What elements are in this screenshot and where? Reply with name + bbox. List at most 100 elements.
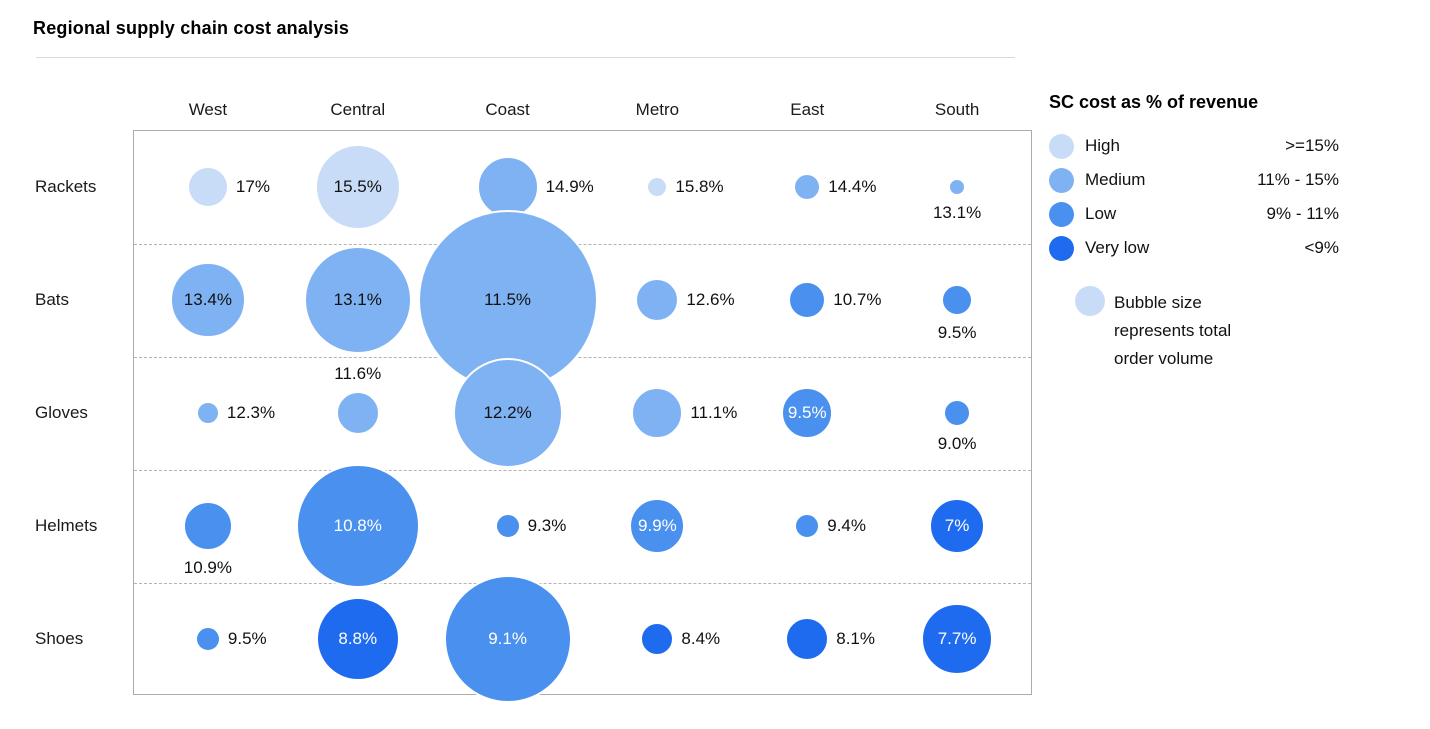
row-divider: [134, 357, 1031, 358]
legend-item-range: <9%: [1304, 238, 1340, 257]
bubble-value-label: 7%: [944, 515, 970, 535]
bubble-gloves-central[interactable]: [335, 390, 380, 435]
bubble-value-label: 8.1%: [836, 628, 875, 648]
page-title: Regional supply chain cost analysis: [33, 18, 350, 38]
bubble-value-label: 11.1%: [690, 402, 738, 422]
bubble-value-label: 13.4%: [183, 289, 233, 309]
bubble-value-label: 10.9%: [183, 557, 233, 577]
bubble-shoes-east[interactable]: [785, 616, 830, 661]
bubble-value-label: 13.1%: [333, 289, 382, 309]
bubble-value-label: 9.5%: [787, 402, 827, 422]
bubble-value-label: 9.5%: [937, 322, 977, 342]
bubble-helmets-south[interactable]: [929, 497, 986, 554]
bubble-value-label: 9.5%: [227, 628, 267, 648]
bubble-gloves-metro[interactable]: [631, 386, 684, 439]
bubble-gloves-east[interactable]: [781, 386, 834, 439]
title-divider: [36, 57, 1015, 58]
legend: SC cost as % of revenue High >=15% Medium 1…: [1049, 92, 1339, 373]
bubble-helmets-west[interactable]: [182, 500, 233, 551]
bubble-rackets-south[interactable]: [948, 177, 967, 196]
legend-item-medium: Medium 11% - 15%: [1049, 163, 1339, 197]
legend-item-range: >=15%: [1285, 136, 1339, 155]
bubble-value-label: 12.3%: [226, 402, 276, 422]
bubble-value-label: 9.9%: [638, 515, 677, 535]
bubble-value-label: 7.7%: [937, 628, 977, 648]
legend-item-label: Medium: [1085, 170, 1146, 189]
bubble-value-label: 8.8%: [338, 628, 378, 648]
bubble-shoes-central[interactable]: [315, 596, 400, 681]
legend-swatch-icon: [1049, 201, 1074, 227]
legend-swatch-icon: [1049, 235, 1074, 261]
bubble-rackets-metro[interactable]: [646, 175, 669, 198]
bubble-value-label: 14.4%: [828, 176, 877, 196]
legend-title: SC cost as % of revenue: [1049, 92, 1259, 112]
legend-swatch-icon: [1049, 167, 1074, 193]
legend-item-label: High: [1085, 136, 1120, 155]
bubble-size-swatch-icon: [1075, 286, 1105, 316]
bubble-value-label: 17%: [235, 176, 270, 196]
bubble-helmets-central[interactable]: [295, 463, 420, 588]
bubble-helmets-coast[interactable]: [494, 512, 521, 539]
column-header-coast: Coast: [485, 100, 530, 119]
row-label-rackets: Rackets: [35, 176, 97, 196]
plot-area: [133, 130, 1032, 695]
bubble-value-label: 12.2%: [483, 402, 532, 422]
legend-item-low: Low 9% - 11%: [1049, 197, 1339, 231]
bubble-gloves-west[interactable]: [195, 400, 220, 425]
bubble-rackets-coast[interactable]: [476, 155, 539, 218]
bubble-gloves-coast[interactable]: [452, 357, 563, 468]
column-header-metro: Metro: [635, 100, 680, 119]
bubble-value-label: 15.5%: [333, 176, 382, 196]
bubble-value-label: 9.3%: [527, 515, 567, 535]
bubble-value-label: 11.5%: [484, 289, 532, 309]
row-label-gloves: Gloves: [35, 402, 88, 422]
bubble-bats-metro[interactable]: [635, 277, 680, 322]
legend-item-very-low: Very low <9%: [1049, 231, 1339, 265]
legend-items: High >=15% Medium 11% - 15% Low 9% - 11% Very …: [1049, 129, 1339, 265]
bubble-value-label: 10.8%: [333, 515, 382, 535]
bubble-value-label: 9.1%: [488, 628, 527, 648]
bubble-value-label: 9.0%: [937, 433, 977, 453]
bubble-value-label: 9.4%: [827, 515, 866, 535]
bubble-size-note: Bubble size represents total order volum…: [1075, 286, 1339, 373]
legend-swatch-icon: [1049, 133, 1074, 159]
bubble-value-label: 8.4%: [681, 628, 721, 648]
row-divider: [134, 244, 1031, 245]
bubble-rackets-central[interactable]: [314, 143, 401, 230]
column-header-west: West: [188, 100, 228, 119]
legend-item-high: High >=15%: [1049, 129, 1339, 163]
row-label-shoes: Shoes: [35, 628, 84, 648]
bubble-bats-south[interactable]: [941, 283, 974, 316]
bubble-shoes-metro[interactable]: [640, 621, 675, 656]
bubble-value-label: 14.9%: [545, 176, 594, 196]
bubble-rackets-west[interactable]: [186, 165, 229, 208]
bubble-value-label: 15.8%: [675, 176, 724, 196]
column-header-south: South: [934, 100, 980, 119]
legend-item-range: 11% - 15%: [1257, 170, 1339, 189]
legend-item-range: 9% - 11%: [1266, 204, 1339, 223]
bubble-shoes-coast[interactable]: [443, 574, 572, 703]
bubble-rackets-east[interactable]: [793, 172, 822, 201]
bubble-shoes-south[interactable]: [921, 602, 994, 675]
bubble-size-note-text: Bubble size represents total order volum…: [1114, 293, 1232, 368]
bubble-value-label: 10.7%: [833, 289, 882, 309]
bubble-helmets-metro[interactable]: [629, 497, 686, 554]
legend-item-label: Very low: [1085, 238, 1150, 257]
row-divider: [134, 470, 1031, 471]
bubble-bats-central[interactable]: [303, 245, 412, 354]
bubble-gloves-south[interactable]: [943, 398, 972, 427]
bubble-helmets-east[interactable]: [794, 512, 821, 539]
bubble-value-label: 12.6%: [686, 289, 735, 309]
row-label-helmets: Helmets: [35, 515, 98, 535]
bubble-value-label: 13.1%: [932, 202, 982, 222]
bubble-bats-east[interactable]: [788, 280, 827, 319]
legend-item-label: Low: [1085, 204, 1117, 223]
column-header-central: Central: [330, 100, 386, 119]
bubble-value-label: 11.6%: [334, 363, 382, 383]
row-label-bats: Bats: [35, 289, 70, 309]
row-divider: [134, 583, 1031, 584]
bubble-shoes-west[interactable]: [194, 625, 221, 652]
bubble-bats-west[interactable]: [169, 261, 246, 338]
column-header-east: East: [790, 100, 825, 119]
